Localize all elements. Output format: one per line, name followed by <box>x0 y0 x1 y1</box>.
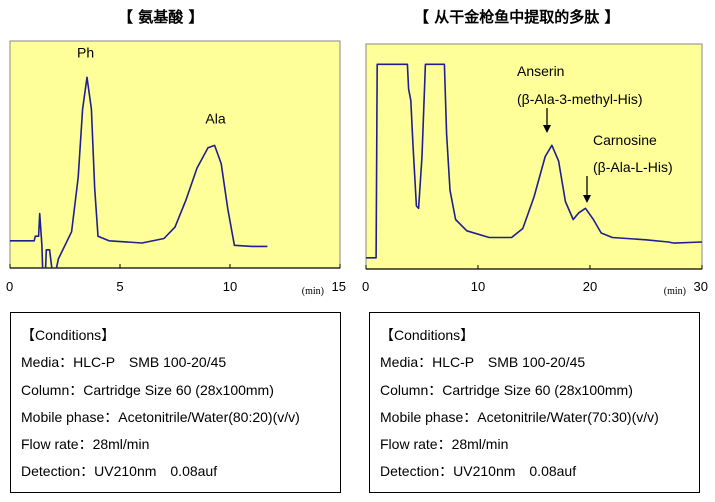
peak-label: Anserin <box>517 63 564 79</box>
conditions-heading: 【Conditions】 <box>21 327 116 343</box>
x-tick-label: 5 <box>116 279 123 294</box>
arrow-head-icon <box>583 195 591 203</box>
chart-title-amino-acids: 【 氨基酸 】 <box>118 8 204 26</box>
x-tick-label: 20 <box>583 279 597 294</box>
x-tick-label: 0 <box>6 279 13 294</box>
condition-column: Column：Cartridge Size 60 (28x100mm) <box>21 382 274 398</box>
x-tick-label: 10 <box>471 279 485 294</box>
peak-label: Carnosine <box>593 132 657 148</box>
peak-sublabel: (β-Ala-3-methyl-His) <box>517 91 643 107</box>
condition-flow-rate: Flow rate：28ml/min <box>21 436 150 452</box>
conditions-box-right: 【Conditions】 Media：HLC-P SMB 100-20/45 C… <box>369 312 700 493</box>
condition-detection: Detection：UV210nm 0.08auf <box>21 463 218 479</box>
peak-sublabel: (β-Ala-L-His) <box>593 159 673 175</box>
condition-media: Media：HLC-P SMB 100-20/45 <box>21 354 227 370</box>
x-tick-label: 0 <box>362 279 369 294</box>
peak-label: Ph <box>77 44 94 60</box>
x-tick-label: 30 <box>694 279 708 294</box>
condition-media: Media：HLC-P SMB 100-20/45 <box>380 354 586 370</box>
condition-mobile-phase: Mobile phase：Acetonitrile/Water(80:20)(v… <box>21 409 300 425</box>
chromatogram-trace <box>366 63 702 259</box>
conditions-heading: 【Conditions】 <box>380 327 475 343</box>
chromatograms: 0 5 10 15 (min) Ph Ala 0 10 20 30 (min) Anserin (β-Al… <box>6 40 708 297</box>
condition-detection: Detection：UV210nm 0.08auf <box>380 463 577 479</box>
chart-0: 0 5 10 15 (min) Ph Ala <box>6 40 346 297</box>
chromatogram-trace <box>10 76 268 268</box>
x-tick-label: 10 <box>223 279 237 294</box>
condition-mobile-phase: Mobile phase：Acetonitrile/Water(70:30)(v… <box>380 409 659 425</box>
chart-1: 0 10 20 30 (min) Anserin (β-Ala-3-methyl-His) C… <box>362 43 708 297</box>
conditions-box-left: 【Conditions】 Media：HLC-P SMB 100-20/45 C… <box>10 312 341 493</box>
x-axis-label: (min) <box>664 286 686 297</box>
x-axis-label: (min) <box>302 286 324 297</box>
plot-area <box>9 40 341 269</box>
x-tick-label: 15 <box>332 279 346 294</box>
chart-title-tuna-peptides: 【 从干金枪鱼中提取的多肽 】 <box>414 8 620 26</box>
condition-flow-rate: Flow rate：28ml/min <box>380 436 509 452</box>
peak-label: Ala <box>205 110 225 126</box>
condition-column: Column：Cartridge Size 60 (28x100mm) <box>380 382 633 398</box>
arrow-head-icon <box>543 125 551 133</box>
